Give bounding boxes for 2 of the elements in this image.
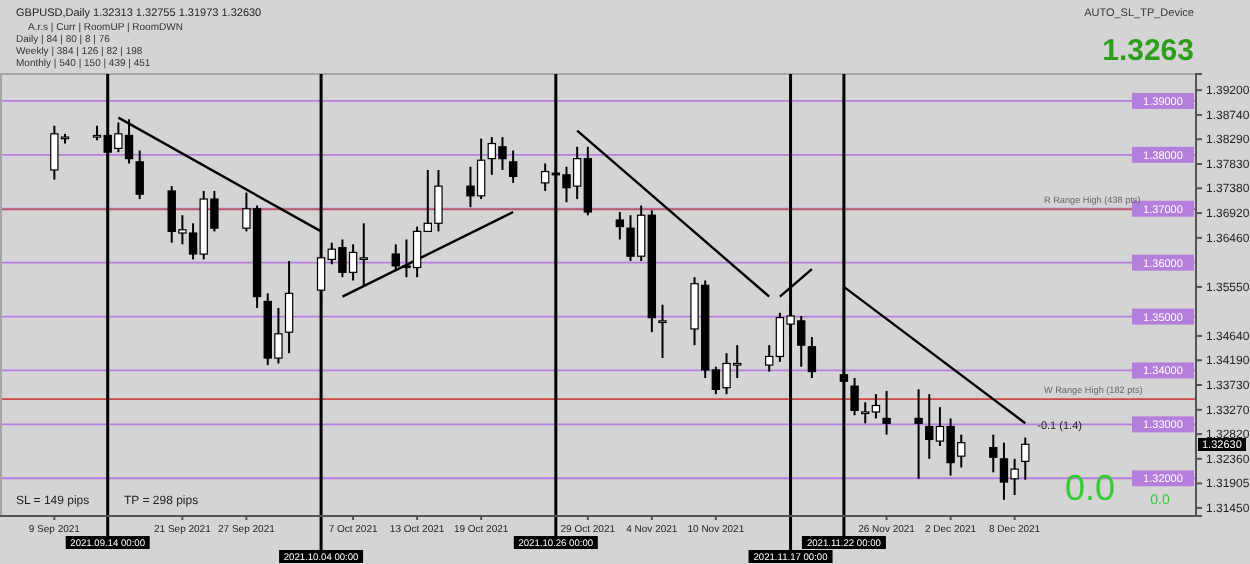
text: 1.3263 (1102, 34, 1194, 68)
annotation: 0.0 (1064, 468, 1116, 508)
